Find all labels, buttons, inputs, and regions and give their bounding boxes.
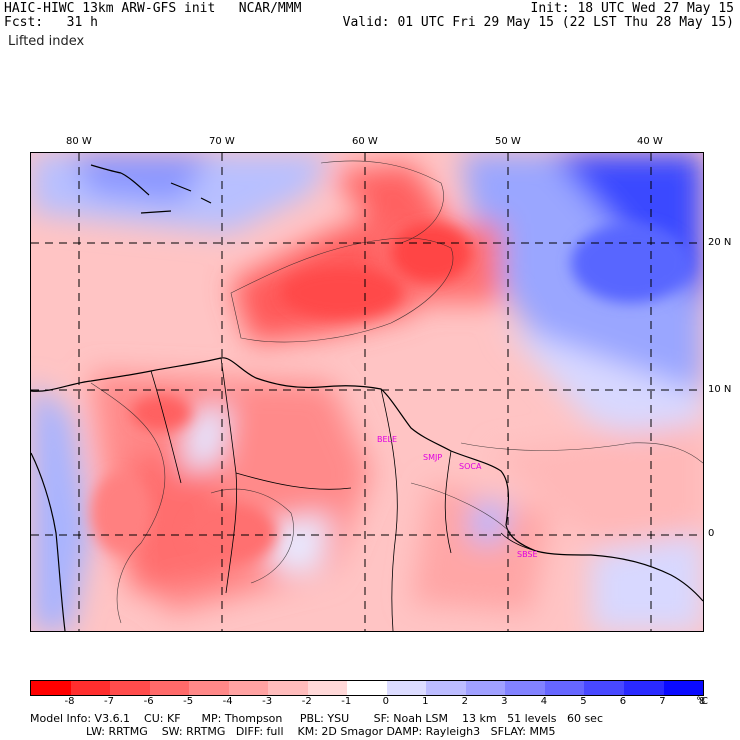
colorbar-swatch [465, 681, 506, 695]
colorbar-tick-label: 8 [698, 696, 706, 707]
colorbar-swatch [189, 681, 229, 695]
station-label-sbse: SBSE [517, 550, 538, 559]
init-time: Init: 18 UTC Wed 27 May 15 [530, 1, 735, 16]
valid-time: Valid: 01 UTC Fri 29 May 15 (22 LST Thu … [342, 15, 734, 30]
colorbar-tick-label: -1 [341, 696, 352, 707]
colorbar-swatch [386, 681, 427, 695]
lat-label-10n: 10 N [708, 384, 732, 395]
colorbar-swatch [505, 681, 545, 695]
lat-lon-grid [31, 153, 703, 631]
colorbar-tick-label: -8 [64, 696, 75, 707]
colorbar-unit: °C [696, 696, 708, 707]
colorbar-swatch [426, 681, 466, 695]
lifted-index-map: BELE SMJP SOCA SBSE [30, 152, 704, 632]
model-title: HAIC-HIWC 13km ARW-GFS init NCAR/MMM [4, 1, 302, 16]
station-label-smjp: SMJP [423, 453, 442, 462]
colorbar-swatch [110, 681, 150, 695]
lon-label-70w: 70 W [209, 136, 235, 147]
colorbar-swatch [347, 681, 387, 695]
colorbar-tick-label: -6 [143, 696, 154, 707]
lon-label-80w: 80 W [66, 136, 92, 147]
lat-label-0: 0 [708, 528, 715, 539]
colorbar-swatch [663, 681, 704, 695]
coastlines [31, 164, 703, 631]
colorbar-swatch [31, 681, 71, 695]
colorbar-tick-label: -7 [104, 696, 115, 707]
colorbar-tick-label: 5 [580, 696, 587, 707]
colorbar-swatch [228, 681, 269, 695]
model-info-line2: LW: RRTMG SW: RRTMG DIFF: full KM: 2D Sm… [30, 725, 556, 738]
colorbar-tick-label: -3 [262, 696, 273, 707]
field-name: Lifted index [8, 34, 85, 49]
country-borders [150, 357, 537, 631]
colorbar-swatch [149, 681, 190, 695]
colorbar-swatch [584, 681, 624, 695]
colorbar-tick-label: 4 [540, 696, 548, 707]
colorbar-tick-label: 7 [659, 696, 666, 707]
colorbar-swatch [268, 681, 308, 695]
colorbar-tick-label: 2 [461, 696, 468, 707]
lon-label-60w: 60 W [352, 136, 378, 147]
colorbar-swatch [623, 681, 664, 695]
lat-label-20n: 20 N [708, 237, 732, 248]
colorbar-tick-label: -4 [222, 696, 233, 707]
header-left: HAIC-HIWC 13km ARW-GFS init NCAR/MMM Fcs… [4, 2, 301, 30]
colorbar-swatch [70, 681, 111, 695]
lon-label-40w: 40 W [637, 136, 663, 147]
colorbar [30, 680, 704, 696]
field-shading [31, 153, 703, 631]
colorbar-tick-label: 3 [501, 696, 508, 707]
colorbar-tick-label: 1 [422, 696, 429, 707]
colorbar-swatch [544, 681, 585, 695]
colorbar-tick-label: -5 [183, 696, 194, 707]
colorbar-swatch [307, 681, 348, 695]
station-label-bele: BELE [377, 435, 397, 444]
colorbar-tick-label: 0 [382, 696, 389, 707]
colorbar-tick-label: -2 [301, 696, 312, 707]
station-label-soca: SOCA [459, 462, 482, 471]
model-info-line1: Model Info: V3.6.1 CU: KF MP: Thompson P… [30, 712, 603, 725]
map-canvas: BELE SMJP SOCA SBSE [31, 153, 703, 631]
lon-label-50w: 50 W [495, 136, 521, 147]
header-right: Init: 18 UTC Wed 27 May 15 Valid: 01 UTC… [343, 2, 734, 30]
forecast-hour: Fcst: 31 h [4, 15, 98, 30]
contour-lines [90, 160, 703, 624]
colorbar-tick-label: 6 [619, 696, 627, 707]
